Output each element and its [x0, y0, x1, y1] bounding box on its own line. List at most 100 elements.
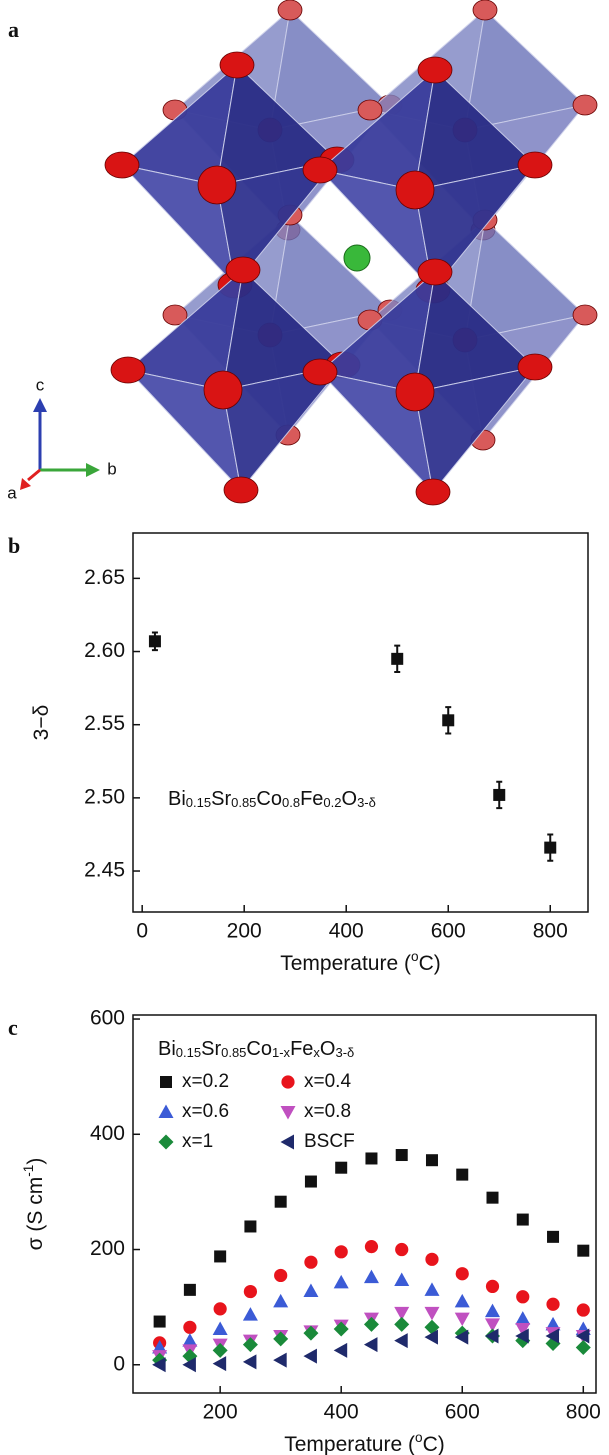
oxygen-atom: [278, 0, 302, 20]
oxygen-atom: [226, 257, 260, 283]
oxygen-atom: [204, 371, 242, 409]
marker: [456, 1267, 469, 1280]
text-part: O: [342, 788, 358, 810]
marker: [426, 1154, 438, 1166]
marker: [159, 1105, 174, 1119]
oxygen-atom: [418, 259, 452, 285]
marker: [334, 1322, 349, 1337]
marker: [184, 1284, 196, 1296]
text-part: ): [24, 1158, 47, 1165]
panel-label: a: [8, 17, 19, 42]
marker: [365, 1152, 377, 1164]
x-tick-label: 0: [136, 920, 148, 943]
text-part: σ (S cm: [24, 1177, 47, 1251]
oxygen-atom: [518, 354, 552, 380]
oxygen-atom: [396, 373, 434, 411]
marker: [394, 1273, 409, 1287]
y-axis-label: 3−δ: [30, 705, 53, 741]
axis-triad: c b a: [7, 375, 116, 502]
marker: [281, 1075, 294, 1088]
marker: [334, 1343, 348, 1358]
text-part: -1: [21, 1165, 36, 1177]
text-part: C): [423, 1433, 445, 1455]
marker: [213, 1322, 228, 1336]
marker: [159, 1135, 174, 1150]
text-part: 0.85: [221, 1045, 246, 1060]
arrow-head: [86, 463, 100, 477]
x-axis-label: Temperature (oC): [280, 949, 440, 974]
x-tick-label: 800: [533, 920, 568, 943]
marker: [183, 1321, 196, 1334]
y-tick-label: 600: [90, 1007, 125, 1030]
oxygen-atom: [473, 0, 497, 20]
text-part: C): [419, 952, 441, 975]
legend-label: x=0.2: [182, 1071, 229, 1092]
marker: [515, 1311, 530, 1325]
marker: [546, 1298, 559, 1311]
marker: [455, 1294, 470, 1308]
marker: [335, 1162, 347, 1174]
text-part: Bi: [168, 788, 186, 810]
marker: [214, 1250, 226, 1262]
marker: [547, 1231, 559, 1243]
marker: [455, 1313, 470, 1327]
crystal-structure: [105, 0, 597, 505]
text-part: Sr: [201, 1038, 221, 1060]
marker: [577, 1245, 589, 1257]
y-tick-label: 2.60: [84, 639, 125, 662]
text-part: 3-δ: [335, 1045, 354, 1060]
text-part: 1-x: [272, 1045, 291, 1060]
marker: [244, 1285, 257, 1298]
y-tick-label: 2.45: [84, 859, 125, 882]
x-axis-label: Temperature (oC): [284, 1430, 444, 1455]
legend-label: x=0.6: [182, 1101, 229, 1122]
panel-label: b: [8, 533, 20, 558]
marker: [442, 714, 454, 726]
axis-name: a: [7, 483, 17, 502]
text-part: Temperature (: [280, 952, 411, 975]
x-tick-label: 800: [566, 1401, 601, 1424]
oxygen-atom: [518, 152, 552, 178]
marker: [577, 1303, 590, 1316]
oxygen-atom: [396, 171, 434, 209]
marker: [486, 1280, 499, 1293]
oxygen-atom: [303, 359, 337, 385]
marker: [244, 1220, 256, 1232]
oxygen-atom: [358, 100, 382, 120]
oxygen-atom: [220, 52, 254, 78]
marker: [243, 1354, 256, 1369]
marker: [391, 653, 403, 665]
text-part: Co: [256, 788, 282, 810]
marker: [303, 1349, 317, 1364]
oxygen-atom: [198, 166, 236, 204]
oxygen-atom: [573, 305, 597, 325]
text-part: 0.15: [176, 1045, 201, 1060]
marker: [213, 1356, 227, 1371]
axis-name: c: [36, 375, 45, 394]
figure: a b c c b a 02004006008002.452.502.552.6…: [0, 0, 609, 1455]
oxygen-atom: [111, 357, 145, 383]
marker: [243, 1307, 258, 1321]
marker: [396, 1149, 408, 1161]
marker: [149, 635, 161, 647]
legend-title: Bi0.15Sr0.85Co1-xFexO3-δ: [158, 1038, 354, 1060]
marker: [334, 1275, 349, 1289]
text-part: Co: [246, 1038, 272, 1060]
marker: [395, 1243, 408, 1256]
arrow-head: [33, 398, 47, 412]
marker: [281, 1135, 295, 1150]
marker: [214, 1302, 227, 1315]
marker: [160, 1076, 172, 1088]
y-tick-label: 400: [90, 1122, 125, 1145]
marker: [154, 1316, 166, 1328]
marker: [493, 789, 505, 801]
text-part: Sr: [211, 788, 231, 810]
y-tick-label: 2.50: [84, 785, 125, 808]
legend-label: x=1: [182, 1131, 213, 1152]
oxygen-atom: [418, 57, 452, 83]
marker: [273, 1294, 288, 1308]
marker: [281, 1106, 296, 1120]
marker: [364, 1317, 379, 1332]
text-part: Fe: [300, 788, 323, 810]
text-part: O: [320, 1038, 336, 1060]
